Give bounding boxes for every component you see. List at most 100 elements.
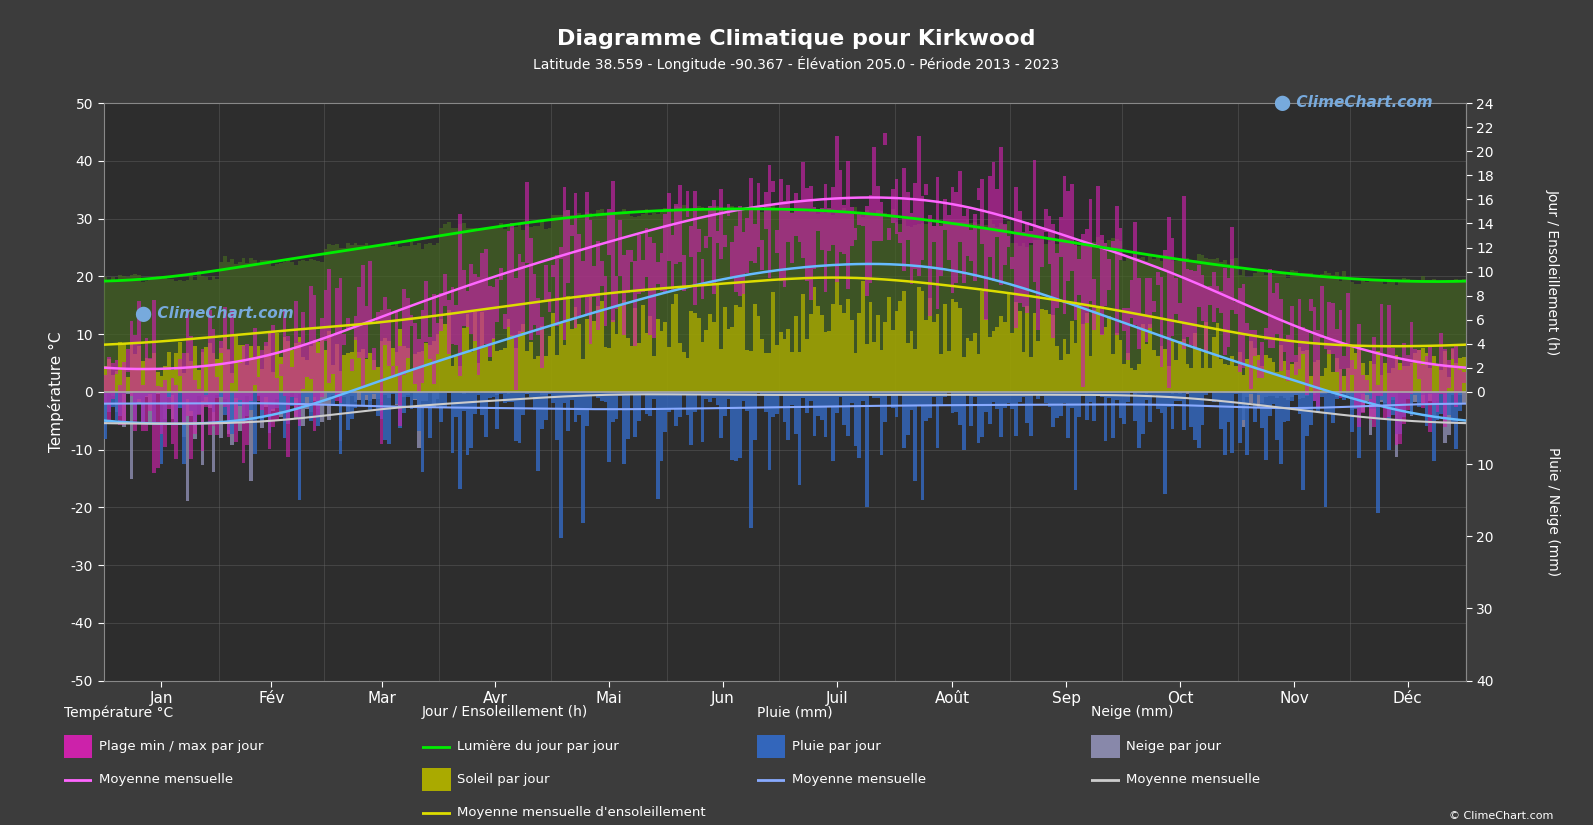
Bar xyxy=(715,231,720,243)
Bar xyxy=(331,365,335,392)
Bar xyxy=(977,224,980,392)
Bar xyxy=(481,392,484,416)
Bar xyxy=(1372,392,1376,408)
Bar xyxy=(868,195,873,283)
Bar xyxy=(671,392,674,409)
Bar xyxy=(1257,361,1260,378)
Bar xyxy=(604,392,607,403)
Bar xyxy=(1290,271,1294,392)
Bar xyxy=(1082,242,1085,392)
Bar xyxy=(1227,365,1230,392)
Bar xyxy=(293,265,298,392)
Bar xyxy=(1313,392,1316,402)
Bar xyxy=(162,392,167,419)
Bar xyxy=(515,392,518,441)
Bar xyxy=(1223,267,1227,356)
Bar xyxy=(510,335,515,392)
Bar xyxy=(226,350,231,392)
Bar xyxy=(492,227,495,392)
Bar xyxy=(804,188,809,280)
Bar xyxy=(1174,392,1179,401)
Bar xyxy=(342,248,346,392)
Bar xyxy=(612,213,615,392)
Bar xyxy=(1324,367,1327,392)
Bar xyxy=(1376,392,1380,512)
Bar xyxy=(712,206,715,392)
Bar xyxy=(1207,259,1212,392)
Bar xyxy=(424,342,429,392)
Bar xyxy=(1410,282,1413,392)
Bar xyxy=(260,261,264,392)
Bar xyxy=(220,342,223,353)
Bar xyxy=(999,316,1004,392)
Bar xyxy=(753,209,757,392)
Bar xyxy=(1043,210,1048,233)
Bar xyxy=(443,274,448,306)
Bar xyxy=(589,296,593,392)
Bar xyxy=(749,178,753,261)
Bar xyxy=(287,392,290,424)
Bar xyxy=(1265,392,1268,460)
Bar xyxy=(1223,364,1227,392)
Bar xyxy=(395,392,398,405)
Bar xyxy=(776,230,779,252)
Bar xyxy=(1357,392,1360,458)
Bar xyxy=(760,338,765,392)
Bar xyxy=(1365,282,1368,392)
Bar xyxy=(601,262,604,285)
Bar xyxy=(973,333,977,392)
Bar xyxy=(317,261,320,392)
Bar xyxy=(276,392,279,399)
Bar xyxy=(973,222,977,392)
Bar xyxy=(1418,350,1421,392)
Bar xyxy=(589,392,593,408)
Bar xyxy=(237,392,242,431)
Bar xyxy=(913,225,918,392)
Bar xyxy=(1235,392,1238,394)
Bar xyxy=(1424,353,1429,392)
Bar xyxy=(943,199,946,230)
Bar xyxy=(1121,392,1126,424)
Bar xyxy=(104,365,107,392)
Bar xyxy=(1388,374,1391,392)
Bar xyxy=(1402,392,1407,417)
Bar xyxy=(1354,284,1357,392)
Bar xyxy=(201,392,204,400)
Bar xyxy=(787,185,790,243)
Bar xyxy=(957,172,962,243)
Bar xyxy=(566,210,570,392)
Bar xyxy=(1287,392,1290,421)
Text: Jour / Ensoleillement (h): Jour / Ensoleillement (h) xyxy=(422,705,588,719)
Bar xyxy=(1093,310,1096,392)
Bar xyxy=(696,318,701,392)
Bar xyxy=(518,392,521,443)
Bar xyxy=(618,212,623,392)
Bar xyxy=(988,219,992,392)
Bar xyxy=(209,310,212,436)
Bar xyxy=(1327,392,1332,413)
Bar xyxy=(913,183,918,269)
Bar xyxy=(470,265,473,334)
Bar xyxy=(589,214,593,392)
Bar xyxy=(1380,392,1383,400)
Bar xyxy=(615,392,618,419)
Bar xyxy=(868,303,873,392)
Bar xyxy=(723,392,726,416)
Bar xyxy=(723,235,726,247)
Bar xyxy=(951,223,954,392)
Bar xyxy=(1149,392,1152,422)
Bar xyxy=(1268,358,1271,392)
Bar xyxy=(107,392,112,394)
Bar xyxy=(793,210,798,392)
Bar xyxy=(656,262,660,285)
Bar xyxy=(618,392,623,396)
Text: Moyenne mensuelle: Moyenne mensuelle xyxy=(792,773,926,786)
Bar xyxy=(846,392,849,436)
Bar xyxy=(1287,278,1290,392)
Bar xyxy=(879,392,884,455)
Bar xyxy=(526,182,529,263)
Bar xyxy=(126,277,129,392)
Bar xyxy=(290,392,293,406)
Bar xyxy=(129,343,134,392)
Bar xyxy=(268,331,271,449)
